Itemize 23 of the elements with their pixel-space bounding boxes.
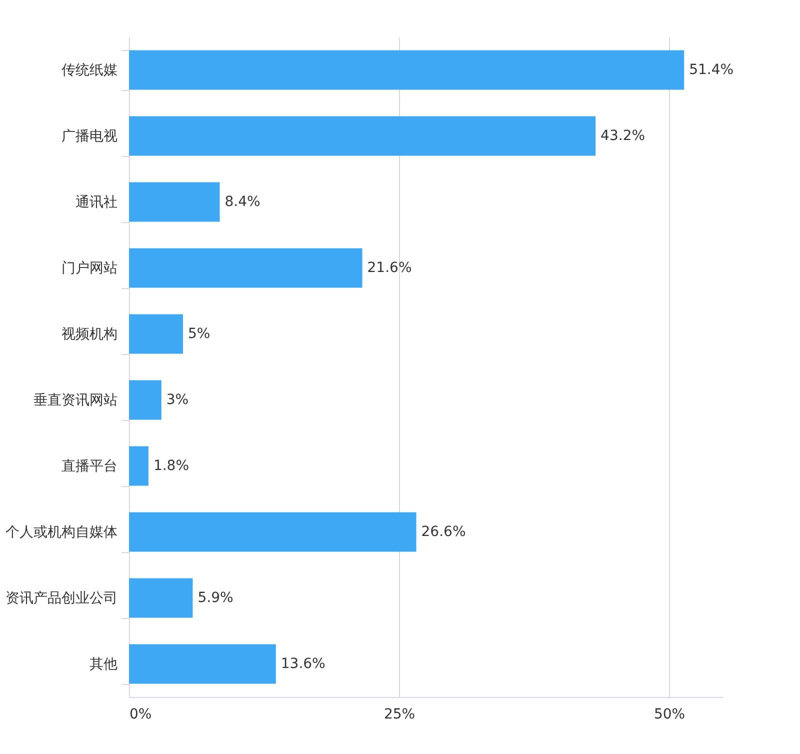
y-tick-label: 垂直资讯网站 bbox=[34, 392, 118, 408]
data-label: 21.6% bbox=[367, 260, 412, 276]
y-tick-label: 门户网站 bbox=[62, 260, 118, 276]
y-tick-label: 直播平台 bbox=[62, 458, 118, 474]
x-tick-label: 0% bbox=[130, 706, 152, 722]
data-label: 8.4% bbox=[224, 194, 260, 210]
data-label: 13.6% bbox=[280, 656, 326, 672]
y-tick-label: 资讯产品创业公司 bbox=[6, 590, 118, 606]
y-tick-label: 广播电视 bbox=[62, 128, 118, 144]
y-tick-label: 其他 bbox=[90, 656, 118, 672]
y-tick-label: 通讯社 bbox=[76, 194, 118, 210]
x-tick-label: 50% bbox=[654, 706, 686, 722]
x-tick-label: 25% bbox=[384, 706, 416, 722]
data-label: 3% bbox=[166, 392, 189, 408]
data-label: 51.4% bbox=[689, 62, 734, 78]
data-label: 43.2% bbox=[600, 128, 646, 144]
data-label: 26.6% bbox=[421, 524, 466, 540]
data-label: 1.8% bbox=[153, 458, 190, 474]
data-label: 5% bbox=[188, 326, 210, 342]
y-tick-label: 传统纸媒 bbox=[62, 62, 118, 78]
data-label: 5.9% bbox=[198, 590, 234, 606]
y-tick-label: 视频机构 bbox=[62, 326, 118, 342]
y-tick-label: 个人或机构自媒体 bbox=[6, 524, 118, 540]
